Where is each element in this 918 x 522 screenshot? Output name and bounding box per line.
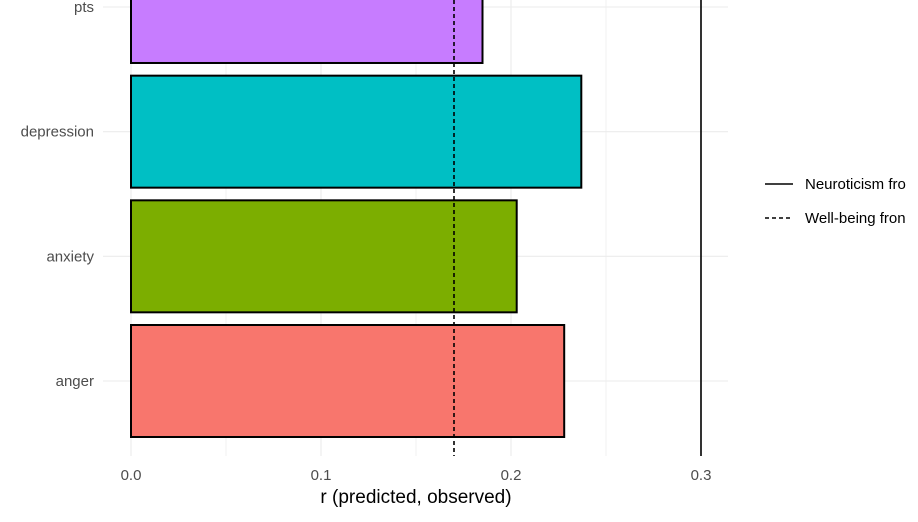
y-tick-label: pts xyxy=(74,0,94,16)
legend-label: Well-being fron xyxy=(805,210,906,227)
y-axis-labels: anger anxiety depression pts xyxy=(21,0,95,390)
bar-pts xyxy=(130,0,484,64)
bars xyxy=(130,0,583,438)
legend-label: Neuroticism fro xyxy=(805,176,906,193)
x-axis-title: r (predicted, observed) xyxy=(320,487,511,508)
x-tick-label: 0.2 xyxy=(501,467,522,484)
bar-depression xyxy=(130,74,583,189)
x-axis-labels: 0.0 0.1 0.2 0.3 xyxy=(121,467,712,484)
reference-lines xyxy=(453,0,702,456)
x-tick-label: 0.1 xyxy=(311,467,332,484)
legend: Neuroticism fro Well-being fron xyxy=(765,176,906,227)
y-tick-label: depression xyxy=(21,124,94,141)
y-tick-label: anger xyxy=(56,373,94,390)
y-tick-label: anxiety xyxy=(46,248,94,265)
bar-anger xyxy=(130,324,566,438)
x-tick-label: 0.0 xyxy=(121,467,142,484)
x-tick-label: 0.3 xyxy=(691,467,712,484)
bar-anxiety xyxy=(130,199,518,314)
